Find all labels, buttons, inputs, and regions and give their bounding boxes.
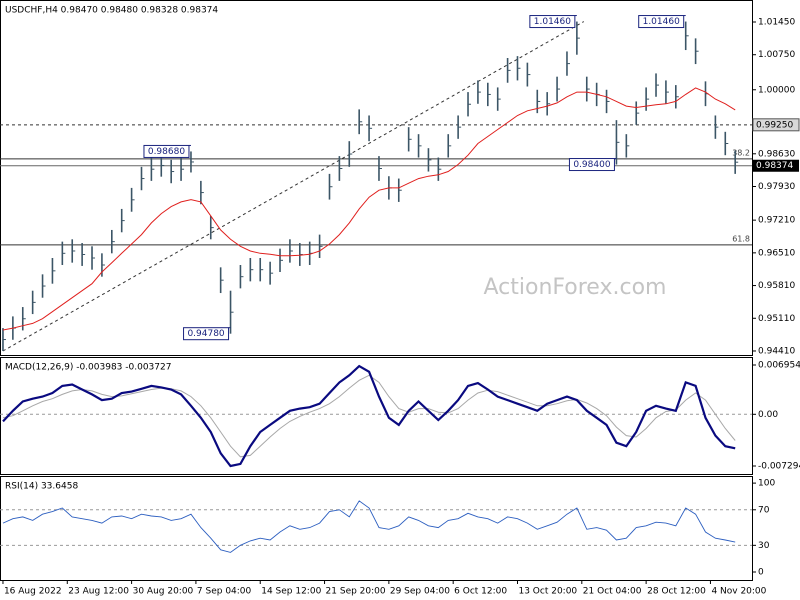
- x-tick-label: 7 Sep 04:00: [197, 587, 252, 597]
- annotation-box: [568, 158, 615, 172]
- panel-title: RSI(14) 33.6458: [5, 482, 78, 492]
- x-tick-label: 21 Oct 04:00: [583, 587, 642, 597]
- signal-line: [2, 374, 736, 458]
- x-tick-label: 23 Aug 12:00: [68, 587, 129, 597]
- x-tick-label: 28 Oct 12:00: [647, 587, 706, 597]
- x-tick-label: 13 Oct 20:00: [518, 587, 577, 597]
- current-price-box: [753, 159, 799, 172]
- y-tick-label: 0.97210: [758, 216, 795, 226]
- annotation-box: [143, 144, 190, 158]
- y-tick-label: 0.95810: [758, 281, 795, 291]
- y-tick-label: 1.01450: [758, 18, 795, 28]
- macd-line: [2, 364, 736, 468]
- annotation-box: [183, 327, 230, 341]
- y-tick-label: 0: [758, 568, 764, 578]
- panel-title: USDCHF,H4 0.98470 0.98480 0.98328 0.9837…: [5, 6, 218, 16]
- y-tick-label: 70: [758, 505, 770, 515]
- rsi-line: [2, 500, 736, 553]
- x-tick-label: 14 Sep 12:00: [261, 587, 321, 597]
- current-price-label: 0.98374: [756, 161, 793, 171]
- panel-title: MACD(12,26,9) -0.003983 -0.003727: [5, 363, 171, 373]
- annotation-label: 1.01460: [534, 17, 571, 27]
- level-price-label: 0.99250: [756, 120, 793, 130]
- y-tick-label: 30: [758, 541, 770, 551]
- annotation-label: 0.98680: [148, 147, 185, 157]
- annotation-label: 0.98400: [573, 160, 610, 170]
- watermark: ActionForex.com: [484, 275, 667, 300]
- y-tick-label: 0.96510: [758, 248, 795, 258]
- y-tick-label: 1.00000: [758, 85, 795, 95]
- annotation-label: 1.01460: [643, 17, 680, 27]
- moving-average: [2, 87, 736, 331]
- y-tick-label: 0.94410: [758, 346, 795, 356]
- y-tick-label: -0.007294: [758, 462, 800, 472]
- y-tick-label: 1.00750: [758, 50, 795, 60]
- x-tick-label: 6 Oct 12:00: [454, 587, 507, 597]
- annotation-box: [529, 15, 576, 29]
- y-tick-label: 0.006954: [758, 360, 800, 370]
- y-tick-label: 0.98630: [758, 149, 795, 159]
- y-tick-label: 0.00: [758, 410, 778, 420]
- level-price-box: [752, 118, 800, 132]
- y-tick-label: 0.95110: [758, 314, 795, 324]
- x-tick-label: 21 Sep 20:00: [326, 587, 386, 597]
- annotation-box: [638, 15, 685, 29]
- y-tick-label: 100: [758, 479, 775, 489]
- x-tick-label: 30 Aug 20:00: [133, 587, 194, 597]
- x-tick-label: 4 Nov 20:00: [711, 587, 766, 597]
- x-tick-label: 16 Aug 2022: [4, 587, 62, 597]
- x-tick-label: 29 Sep 04:00: [390, 587, 450, 597]
- y-tick-label: 0.97930: [758, 182, 795, 192]
- fib-label: 38.2: [732, 148, 750, 157]
- fib-label: 61.8: [732, 234, 750, 243]
- annotation-label: 0.94780: [187, 329, 224, 339]
